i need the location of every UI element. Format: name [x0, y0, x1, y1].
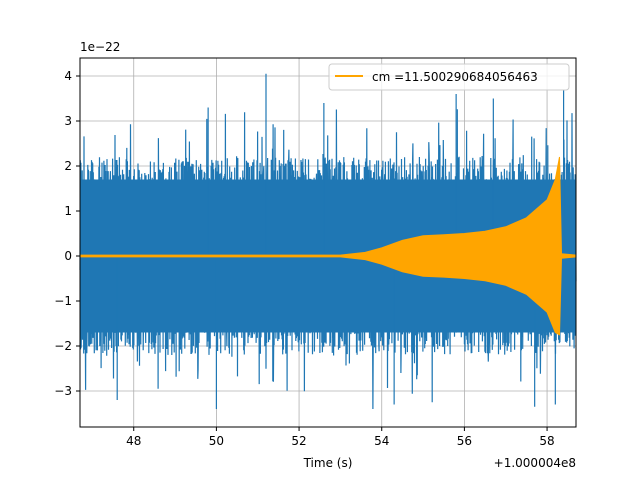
x-tick-label: 50	[209, 434, 224, 448]
y-tick-label: −2	[54, 339, 72, 353]
x-tick-label: 52	[291, 434, 306, 448]
x-axis: 48 50 52 54 56 58	[126, 427, 555, 448]
x-axis-label: Time (s)	[303, 456, 353, 470]
y-tick-label: 0	[64, 249, 72, 263]
y-tick-label: 2	[64, 159, 72, 173]
y-axis: −3 −2 −1 0 1 2 3 4	[54, 69, 80, 398]
plot-frame	[79, 57, 577, 428]
y-tick-label: −3	[54, 384, 72, 398]
y-tick-label: 4	[64, 69, 72, 83]
legend-entry-template: cm =11.500290684056463	[372, 70, 538, 84]
x-tick-label: 56	[457, 434, 472, 448]
x-tick-label: 54	[374, 434, 389, 448]
x-offset-label: +1.000004e8	[494, 456, 576, 470]
x-tick-label: 48	[126, 434, 141, 448]
x-tick-label: 58	[539, 434, 554, 448]
y-tick-label: 1	[64, 204, 72, 218]
legend: cm =11.500290684056463	[328, 63, 570, 91]
y-tick-label: −1	[54, 294, 72, 308]
legend-box	[328, 63, 570, 91]
y-scale-label: 1e−22	[80, 40, 120, 54]
y-tick-label: 3	[64, 114, 72, 128]
